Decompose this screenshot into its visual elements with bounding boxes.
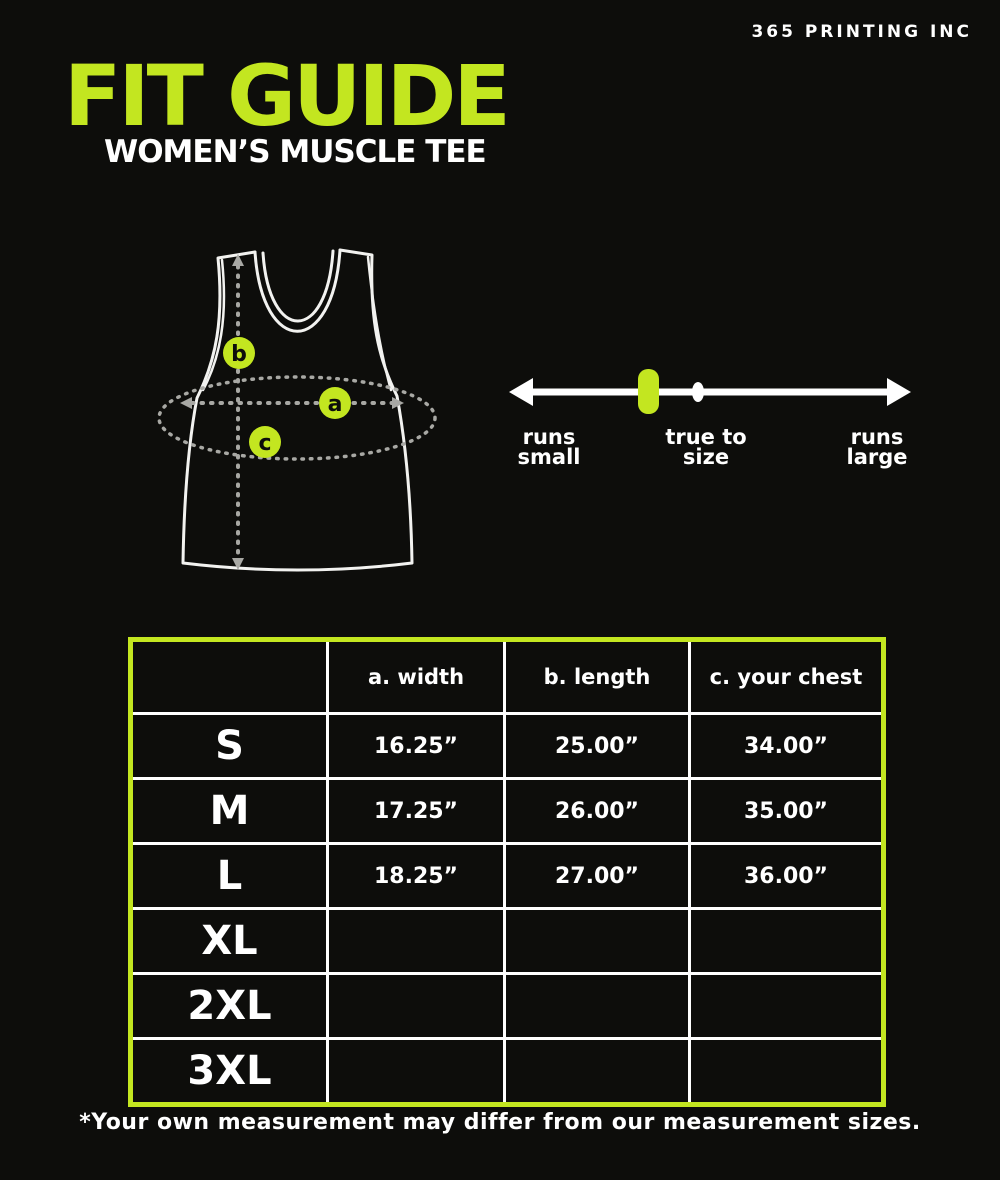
size-chart-grid: a. width b. length c. your chest S 16.25… [133, 642, 881, 1102]
marker-c: c [249, 426, 281, 458]
size-chart-table: a. width b. length c. your chest S 16.25… [128, 637, 886, 1107]
length-xl [506, 910, 688, 972]
size-label-3xl: 3XL [133, 1040, 326, 1102]
chest-3xl [691, 1040, 881, 1102]
marker-b-label: b [231, 342, 247, 367]
arrow-left-icon [509, 378, 533, 406]
size-label-2xl: 2XL [133, 975, 326, 1037]
chest-s: 34.00” [691, 715, 881, 777]
marker-a: a [319, 387, 351, 419]
scale-label-true-to-size: true to size [665, 425, 747, 469]
header-blank [133, 642, 326, 712]
chest-2xl [691, 975, 881, 1037]
marker-a-label: a [328, 392, 343, 417]
true-to-size-line2: size [682, 444, 730, 469]
runs-large-line1: runs [850, 425, 904, 449]
measurement-disclaimer: *Your own measurement may differ from ou… [79, 1110, 921, 1135]
size-label-l: L [133, 845, 326, 907]
header-length: b. length [506, 642, 688, 712]
chest-l: 36.00” [691, 845, 881, 907]
width-m: 17.25” [329, 780, 503, 842]
runs-large-line2: large [846, 444, 908, 469]
garment-measurement-diagram: b a c [140, 240, 470, 580]
page-subtitle: WOMEN’S MUSCLE TEE [104, 134, 487, 170]
width-s: 16.25” [329, 715, 503, 777]
runs-small-line1: runs [522, 425, 576, 449]
arrow-right-icon [887, 378, 911, 406]
header-chest: c. your chest [691, 642, 881, 712]
length-s: 25.00” [506, 715, 688, 777]
marker-c-label: c [258, 431, 271, 456]
true-to-size-line1: true to [665, 425, 747, 449]
length-3xl [506, 1040, 688, 1102]
scale-center-dot [692, 382, 704, 402]
width-3xl [329, 1040, 503, 1102]
muscle-tee-outline-icon: b a c [157, 248, 437, 572]
size-label-s: S [133, 715, 326, 777]
fit-position-marker [638, 369, 659, 414]
length-2xl [506, 975, 688, 1037]
size-label-xl: XL [133, 910, 326, 972]
width-xl [329, 910, 503, 972]
chest-xl [691, 910, 881, 972]
scale-label-runs-small: runs small [517, 425, 581, 469]
brand-name: 365 PRINTING INC [751, 22, 972, 42]
width-l: 18.25” [329, 845, 503, 907]
width-2xl [329, 975, 503, 1037]
fit-scale: runs small true to size runs large [505, 352, 915, 472]
chest-m: 35.00” [691, 780, 881, 842]
scale-label-runs-large: runs large [846, 425, 908, 469]
page-title: FIT GUIDE [64, 47, 511, 145]
size-label-m: M [133, 780, 326, 842]
runs-small-line2: small [517, 444, 581, 469]
fit-scale-arrow-icon [509, 369, 911, 414]
chest-measure-ellipse [157, 375, 437, 461]
header-width: a. width [329, 642, 503, 712]
marker-b: b [223, 337, 255, 369]
length-l: 27.00” [506, 845, 688, 907]
length-m: 26.00” [506, 780, 688, 842]
